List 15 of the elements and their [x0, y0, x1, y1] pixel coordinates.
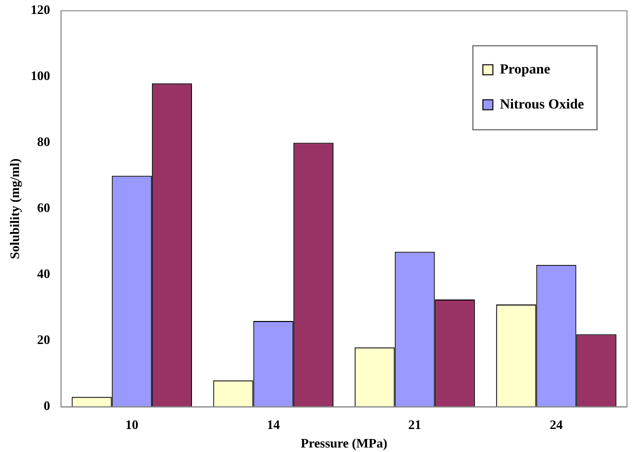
y-tick-label: 60: [37, 200, 50, 216]
x-tick-label: 14: [266, 416, 280, 432]
x-tick-label: 24: [550, 416, 564, 432]
y-axis-title: Solubility (mg/ml): [7, 158, 22, 260]
y-tick-label: 40: [37, 266, 50, 282]
y-tick-label: 0: [44, 398, 50, 414]
x-tick-label: 10: [125, 416, 138, 432]
y-tick-label: 100: [30, 68, 50, 84]
legend-label: Nitrous Oxide: [500, 97, 584, 112]
legend-label: Propane: [500, 62, 550, 78]
y-tick-label: 80: [37, 134, 50, 150]
x-tick-label: 21: [408, 416, 422, 432]
y-tick-label: 20: [37, 332, 50, 348]
x-axis-title: Pressure (MPa): [300, 436, 388, 451]
y-tick-label: 120: [30, 2, 50, 18]
